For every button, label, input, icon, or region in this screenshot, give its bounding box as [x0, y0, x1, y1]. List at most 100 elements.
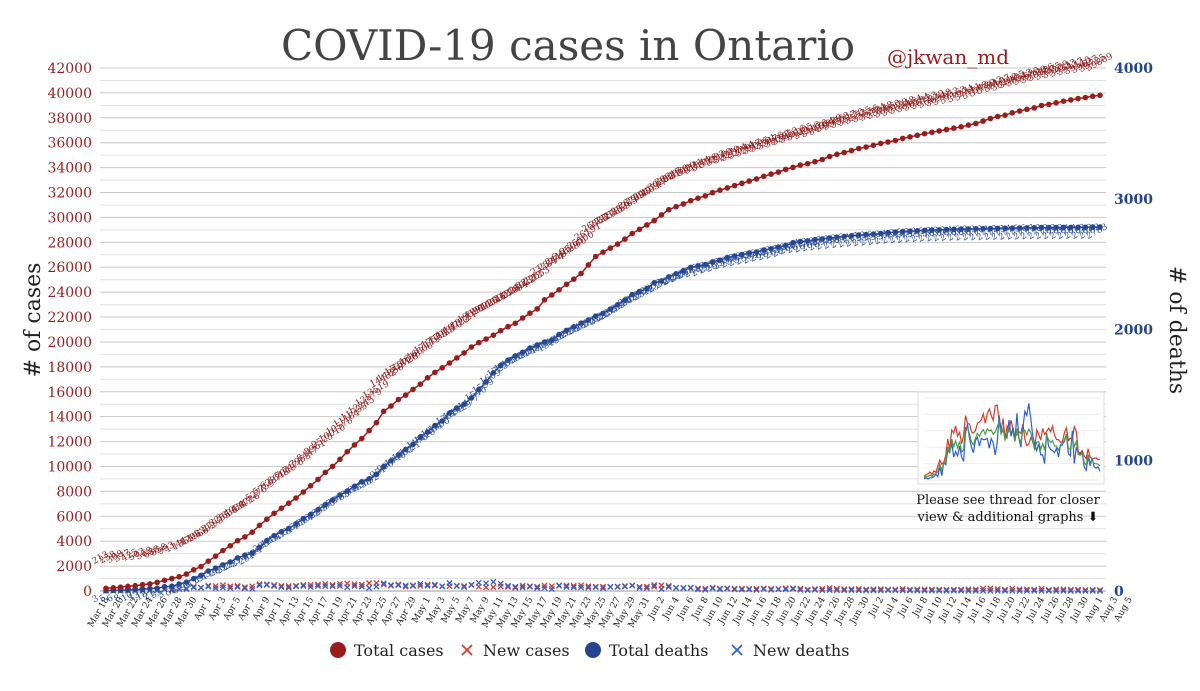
data-point	[585, 317, 592, 323]
right-axis-ticks: 0 1000 2000 3000 4000	[1114, 61, 1153, 600]
data-point	[687, 197, 694, 204]
y-left-tick-label: 30000	[47, 210, 92, 226]
data-point	[973, 226, 979, 232]
data-point	[1002, 225, 1008, 232]
data-point	[973, 120, 979, 127]
data-point	[1001, 586, 1009, 593]
data-point	[906, 587, 914, 594]
data-point	[928, 587, 935, 594]
data-point	[972, 586, 979, 593]
data-point	[387, 582, 395, 589]
data-point	[541, 582, 548, 589]
data-point	[519, 315, 526, 321]
y-left-tick-label: 6000	[56, 509, 92, 525]
y-left-tick-label: 26000	[47, 260, 92, 276]
data-point	[556, 582, 563, 589]
data-point	[768, 586, 775, 593]
data-point	[665, 584, 672, 591]
data-point	[578, 270, 584, 277]
data-point	[856, 145, 862, 152]
data-point	[782, 166, 789, 173]
data-point	[548, 585, 555, 593]
data-point	[614, 583, 621, 590]
data-point	[848, 147, 855, 154]
data-point	[826, 153, 833, 160]
data-point	[892, 587, 899, 594]
y-left-tick-label: 8000	[56, 484, 92, 500]
data-point	[300, 489, 307, 495]
data-point	[936, 128, 942, 134]
data-point	[410, 386, 416, 393]
data-point	[526, 583, 533, 590]
data-point	[446, 360, 453, 366]
data-point	[1089, 586, 1096, 593]
data-point	[169, 583, 175, 589]
data-point	[351, 483, 358, 490]
data-point	[176, 581, 182, 587]
data-point	[249, 550, 255, 556]
data-point	[921, 586, 928, 593]
data-point	[694, 585, 702, 592]
data-point	[300, 515, 307, 522]
y-right-tick-label: 3000	[1114, 192, 1153, 208]
data-point	[1031, 586, 1038, 593]
data-point	[812, 158, 818, 165]
data-point	[432, 369, 438, 376]
data-point	[249, 583, 256, 590]
inset-panel[interactable]: Please see thread for closer view & addi…	[916, 391, 1105, 525]
data-point	[205, 583, 212, 590]
data-point	[834, 234, 840, 240]
data-point	[293, 521, 299, 527]
inset-caption-line1: Please see thread for closer	[916, 493, 1100, 508]
data-point	[161, 577, 168, 584]
data-point	[534, 342, 540, 348]
data-point	[242, 534, 248, 540]
data-point	[205, 568, 212, 574]
data-point	[497, 362, 504, 369]
data-point	[884, 587, 892, 594]
data-point	[468, 344, 475, 350]
data-point	[578, 582, 585, 589]
data-point	[176, 574, 182, 580]
data-point	[746, 250, 752, 256]
data-point	[519, 582, 526, 589]
data-point	[271, 581, 278, 589]
data-point	[264, 516, 270, 523]
data-point	[790, 239, 796, 246]
data-point	[541, 339, 548, 345]
data-point	[585, 584, 592, 591]
legend-marker	[731, 644, 743, 656]
data-point	[402, 583, 409, 590]
data-point	[234, 582, 241, 589]
data-point	[987, 585, 994, 592]
data-point	[1001, 587, 1009, 594]
data-point	[716, 586, 724, 593]
data-label: 53	[164, 584, 179, 598]
data-point	[1097, 224, 1103, 230]
data-point	[958, 124, 964, 130]
data-point	[359, 435, 365, 442]
data-point	[234, 537, 241, 544]
data-point	[731, 586, 738, 593]
y-left-tick-label: 36000	[47, 136, 92, 152]
data-point	[512, 353, 519, 359]
data-point	[322, 580, 329, 588]
data-point	[578, 584, 585, 591]
data-point	[329, 497, 336, 503]
legend-item-total-deaths: Total deaths	[585, 641, 708, 660]
data-point	[987, 587, 994, 594]
data-point	[965, 122, 972, 128]
data-point	[651, 280, 657, 286]
data-point	[979, 585, 987, 592]
data-point	[994, 585, 1001, 593]
data-point	[490, 332, 497, 339]
y-right-tick-label: 1000	[1114, 453, 1153, 469]
y-left-tick-label: 34000	[47, 161, 92, 177]
data-point	[197, 584, 205, 591]
data-point	[804, 587, 811, 594]
data-point	[1096, 587, 1104, 595]
data-point	[534, 583, 541, 590]
data-point	[965, 586, 972, 593]
data-point	[768, 585, 775, 592]
legend-label: New cases	[483, 641, 570, 660]
